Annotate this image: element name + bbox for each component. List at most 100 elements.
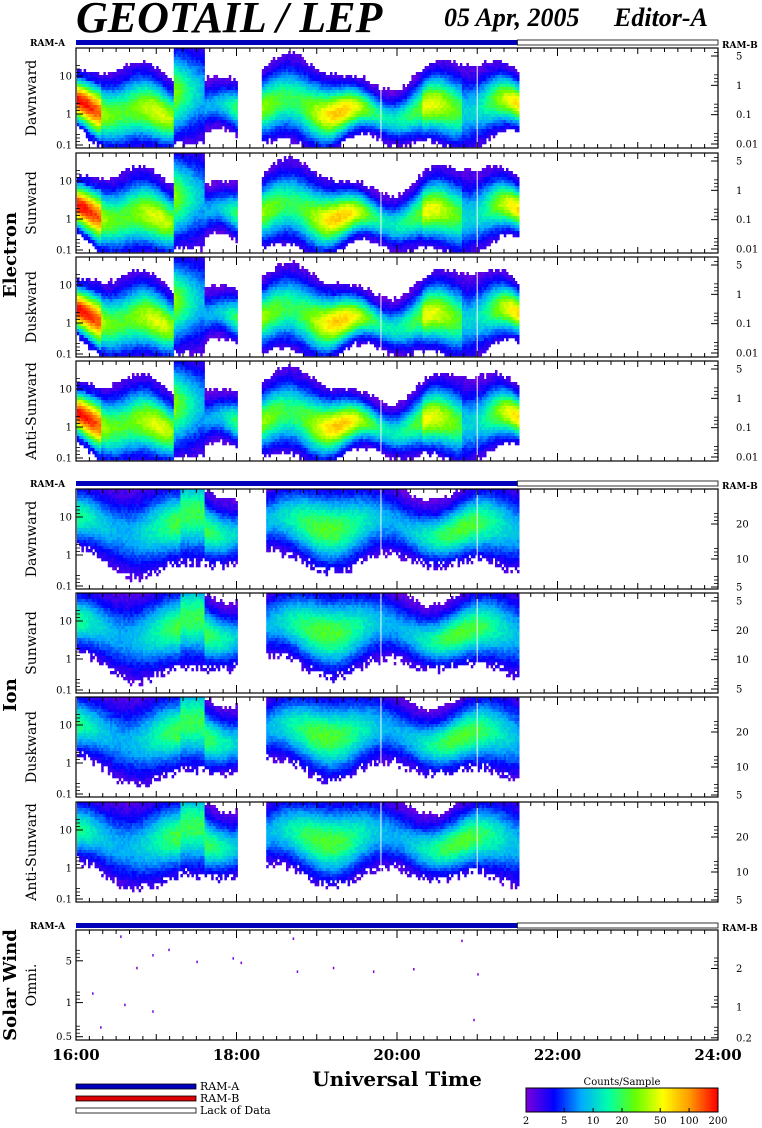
spectrogram-cell [90,234,93,237]
spectrogram-cell [86,132,89,135]
spectrogram-cell [326,111,329,114]
spectrogram-cell [264,120,267,123]
spectrogram-cell [486,120,489,123]
spectrogram-cell [493,96,496,99]
spectrogram-cell [132,144,135,147]
spectrogram-cell [77,87,80,90]
spectrogram-cell [348,129,351,132]
spectrogram-cell [293,123,296,126]
spectrogram-cell [312,135,315,138]
spectrogram-cell [422,75,425,78]
spectrogram-cell [132,72,135,75]
spectrogram-cell [147,63,150,66]
spectrogram-cell [198,135,201,138]
spectrogram-cell [453,126,456,129]
spectrogram-cell [90,72,93,75]
spectrogram-cell [301,111,304,114]
spectrogram-cell [185,99,188,102]
spectrogram-cell [323,129,326,132]
spectrogram-cell [229,81,232,84]
spectrogram-cell [286,129,289,132]
spectrogram-cell [491,111,494,114]
spectrogram-cell [90,132,93,135]
spectrogram-cell [185,57,188,60]
spectrogram-cell [121,117,124,120]
spectrogram-cell [95,117,98,120]
spectrogram-cell [429,129,432,132]
spectrogram-cell [317,123,320,126]
spectrogram-cell [279,81,282,84]
spectrogram-cell [508,66,511,69]
spectrogram-cell [414,99,417,102]
spectrogram-cell [97,192,100,195]
spectrogram-cell [125,69,128,72]
spectrogram-cell [88,219,91,222]
spectrogram-cell [471,102,474,105]
spectrogram-cell [473,117,476,120]
spectrogram-cell [354,81,357,84]
spectrogram-cell [92,81,95,84]
spectrogram-cell [315,75,318,78]
spectrogram-cell [165,117,168,120]
spectrogram-cell [176,66,179,69]
spectrogram-cell [405,126,408,129]
spectrogram-cell [150,84,153,87]
spectrogram-cell [119,78,122,81]
spectrogram-cell [123,96,126,99]
spectrogram-cell [502,123,505,126]
spectrogram-cell [330,75,333,78]
spectrogram-cell [330,132,333,135]
spectrogram-cell [438,75,441,78]
spectrogram-cell [172,102,175,105]
spectrogram-cell [156,90,159,93]
spectrogram-cell [202,69,205,72]
spectrogram-cell [350,123,353,126]
spectrogram-cell [108,108,111,111]
spectrogram-cell [152,72,155,75]
spectrogram-cell [436,63,439,66]
spectrogram-cell [88,114,91,117]
spectrogram-cell [189,96,192,99]
spectrogram-cell [411,123,414,126]
spectrogram-cell [299,66,302,69]
spectrogram-cell [264,138,267,141]
spectrogram-cell [196,141,199,144]
spectrogram-cell [202,87,205,90]
spectrogram-cell [486,63,489,66]
spectrogram-cell [458,111,461,114]
spectrogram-cell [405,135,408,138]
spectrogram-cell [97,195,100,198]
spectrogram-cell [271,111,274,114]
spectrogram-cell [361,78,364,81]
spectrogram-cell [110,78,113,81]
spectrogram-cell [466,72,469,75]
spectrogram-cell [315,81,318,84]
spectrogram-cell [493,123,496,126]
spectrogram-cell [455,84,458,87]
spectrogram-cell [271,69,274,72]
spectrogram-cell [440,99,443,102]
spectrogram-cell [429,96,432,99]
spectrogram-cell [227,105,230,108]
spectrogram-cell [220,123,223,126]
spectrogram-cell [416,132,419,135]
spectrogram-cell [103,72,106,75]
spectrogram-cell [480,93,483,96]
spectrogram-cell [451,141,454,144]
spectrogram-cell [189,69,192,72]
spectrogram-cell [222,105,225,108]
spectrogram-cell [128,87,131,90]
spectrogram-cell [315,69,318,72]
spectrogram-cell [352,81,355,84]
spectrogram-cell [418,135,421,138]
spectrogram-cell [202,63,205,66]
spectrogram-cell [427,105,430,108]
spectrogram-cell [110,129,113,132]
spectrogram-cell [469,90,472,93]
spectrogram-cell [97,219,100,222]
spectrogram-cell [348,105,351,108]
spectrogram-cell [486,81,489,84]
spectrogram-cell [339,90,342,93]
spectrogram-cell [460,99,463,102]
spectrogram-cell [365,87,368,90]
